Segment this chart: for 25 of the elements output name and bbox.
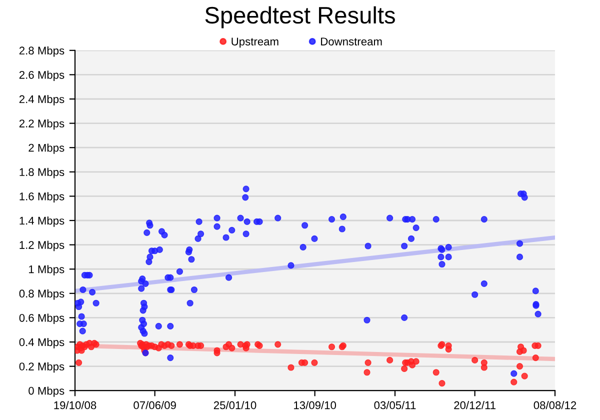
y-tick-label: 0.4 Mbps <box>19 338 64 348</box>
y-tick-label: 1 Mbps <box>28 265 64 276</box>
y-tick-label: 1.4 Mbps <box>20 216 64 227</box>
y-tick-label: 0.6 Mbps <box>19 314 64 324</box>
x-tick-label: 13/09/10 <box>294 401 336 410</box>
y-tick-label: 0.8 Mbps <box>19 289 64 300</box>
legend-label: Upstream <box>232 38 278 48</box>
y-tick-label: 2.8 Mbps <box>19 46 64 57</box>
y-tick-label: 1.2 Mbps <box>20 240 64 252</box>
chart-title: Speedtest Results <box>205 6 395 28</box>
y-tick-label: 2 Mbps <box>28 144 64 154</box>
y-tick-label: 2.6 Mbps <box>19 70 64 82</box>
y-tick-label: 1.6 Mbps <box>20 192 64 203</box>
x-tick-label: 20/12/11 <box>454 401 496 410</box>
y-tick-label: 0.2 Mbps <box>19 362 64 373</box>
legend-label: Downstream <box>321 38 382 46</box>
y-tick-label: 2.2 Mbps <box>19 119 64 130</box>
x-tick-label: 07/06/09 <box>134 401 176 410</box>
x-tick-label: 19/10/08 <box>54 401 96 410</box>
y-tick-label: 0 Mbps <box>28 386 64 397</box>
x-tick-label: 08/08/12 <box>534 401 576 410</box>
y-tick-label: 2.4 Mbps <box>19 94 64 106</box>
x-tick-label: 03/05/11 <box>374 401 416 410</box>
y-tick-label: 1.8 Mbps <box>20 168 64 178</box>
x-tick-label: 25/01/10 <box>214 401 256 410</box>
